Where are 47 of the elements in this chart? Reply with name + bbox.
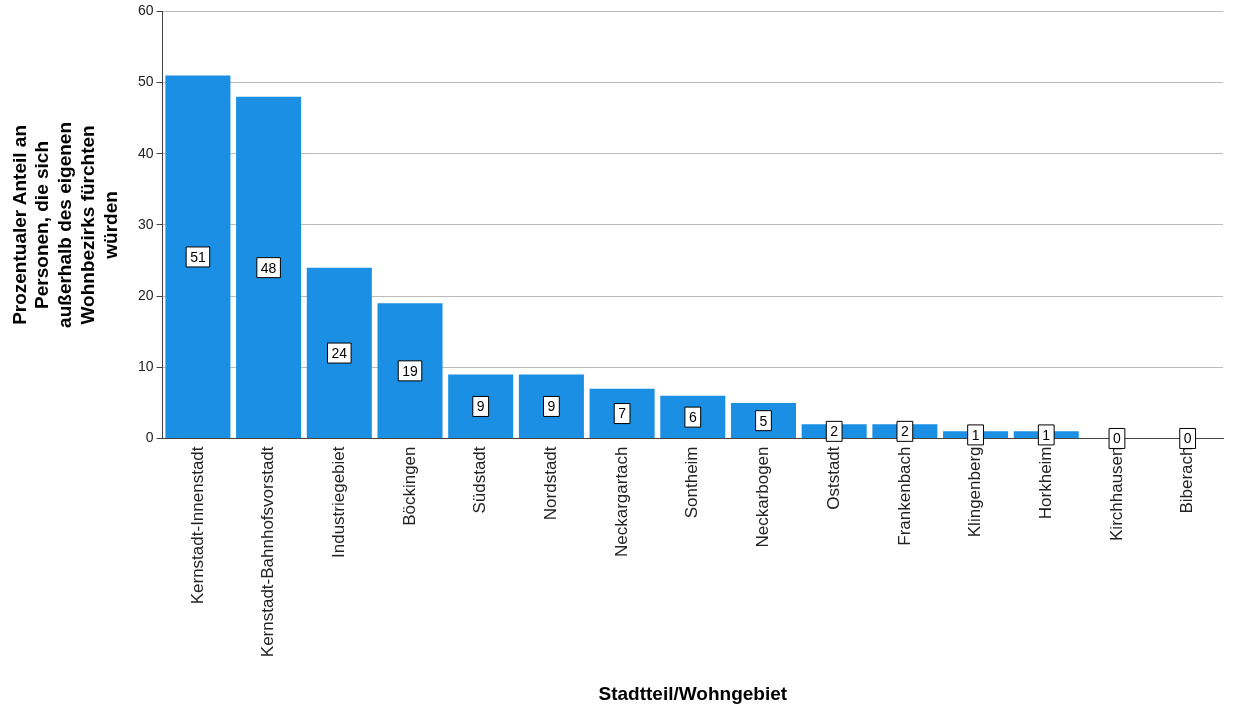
bar [518, 374, 584, 438]
x-tick-label: Kirchhausen [1106, 446, 1126, 541]
x-tick-label: Horkheim [1035, 446, 1055, 520]
data-label: 2 [900, 423, 909, 440]
bar [448, 374, 514, 438]
y-tick-label: 20 [137, 286, 154, 303]
bar [306, 267, 372, 438]
y-tick-label: 40 [137, 144, 154, 161]
x-tick-label: Frankenbach [894, 446, 914, 546]
x-tick-label: Oststadt [823, 446, 843, 510]
x-tick-label: Industriegebiet [329, 446, 348, 558]
x-tick-label: Biberach [1177, 446, 1197, 514]
data-label: 51 [190, 248, 206, 265]
x-tick-label: Neckarbogen [753, 446, 773, 548]
data-label: 1 [971, 426, 980, 443]
data-label: 19 [402, 362, 418, 379]
y-tick-label: 60 [137, 2, 154, 19]
y-tick-label: 0 [145, 429, 154, 446]
y-axis-title: Prozentualer Anteil an Personen, die sich außerhalb des eigenen Wohnbezirks fürchten würden [8, 121, 121, 328]
data-label: 7 [618, 405, 627, 422]
bar [660, 395, 726, 438]
bar [236, 96, 302, 438]
data-label: 0 [1183, 430, 1192, 447]
bar [377, 303, 443, 438]
x-tick-label: Böckingen [399, 446, 419, 526]
data-label: 0 [1113, 430, 1122, 447]
y-tick-label: 50 [137, 73, 154, 90]
x-tick-label: Sontheim [682, 446, 702, 519]
data-label: 24 [331, 344, 348, 361]
data-label: 6 [688, 408, 697, 425]
x-tick-label: Neckargartach [611, 446, 631, 558]
x-tick-label: Kernstadt-Innenstadt [187, 446, 207, 605]
data-label: 5 [759, 412, 768, 429]
data-label: 48 [260, 259, 277, 276]
x-axis-title: Stadtteil/Wohngebiet [598, 682, 788, 704]
y-tick-label: 10 [137, 358, 154, 375]
x-tick-label: Klingenberg [965, 446, 985, 538]
data-label: 9 [476, 398, 485, 415]
data-label: 9 [547, 398, 556, 415]
x-tick-label: Kernstadt-Bahnhofsvorstadt [258, 446, 278, 658]
x-tick-label: Nordstadt [541, 446, 561, 521]
y-tick-label: 30 [137, 215, 154, 232]
data-label: 1 [1042, 426, 1051, 443]
bar [589, 388, 655, 438]
data-label: 2 [830, 423, 839, 440]
x-tick-label: Südstadt [470, 446, 490, 514]
bar [165, 75, 231, 438]
